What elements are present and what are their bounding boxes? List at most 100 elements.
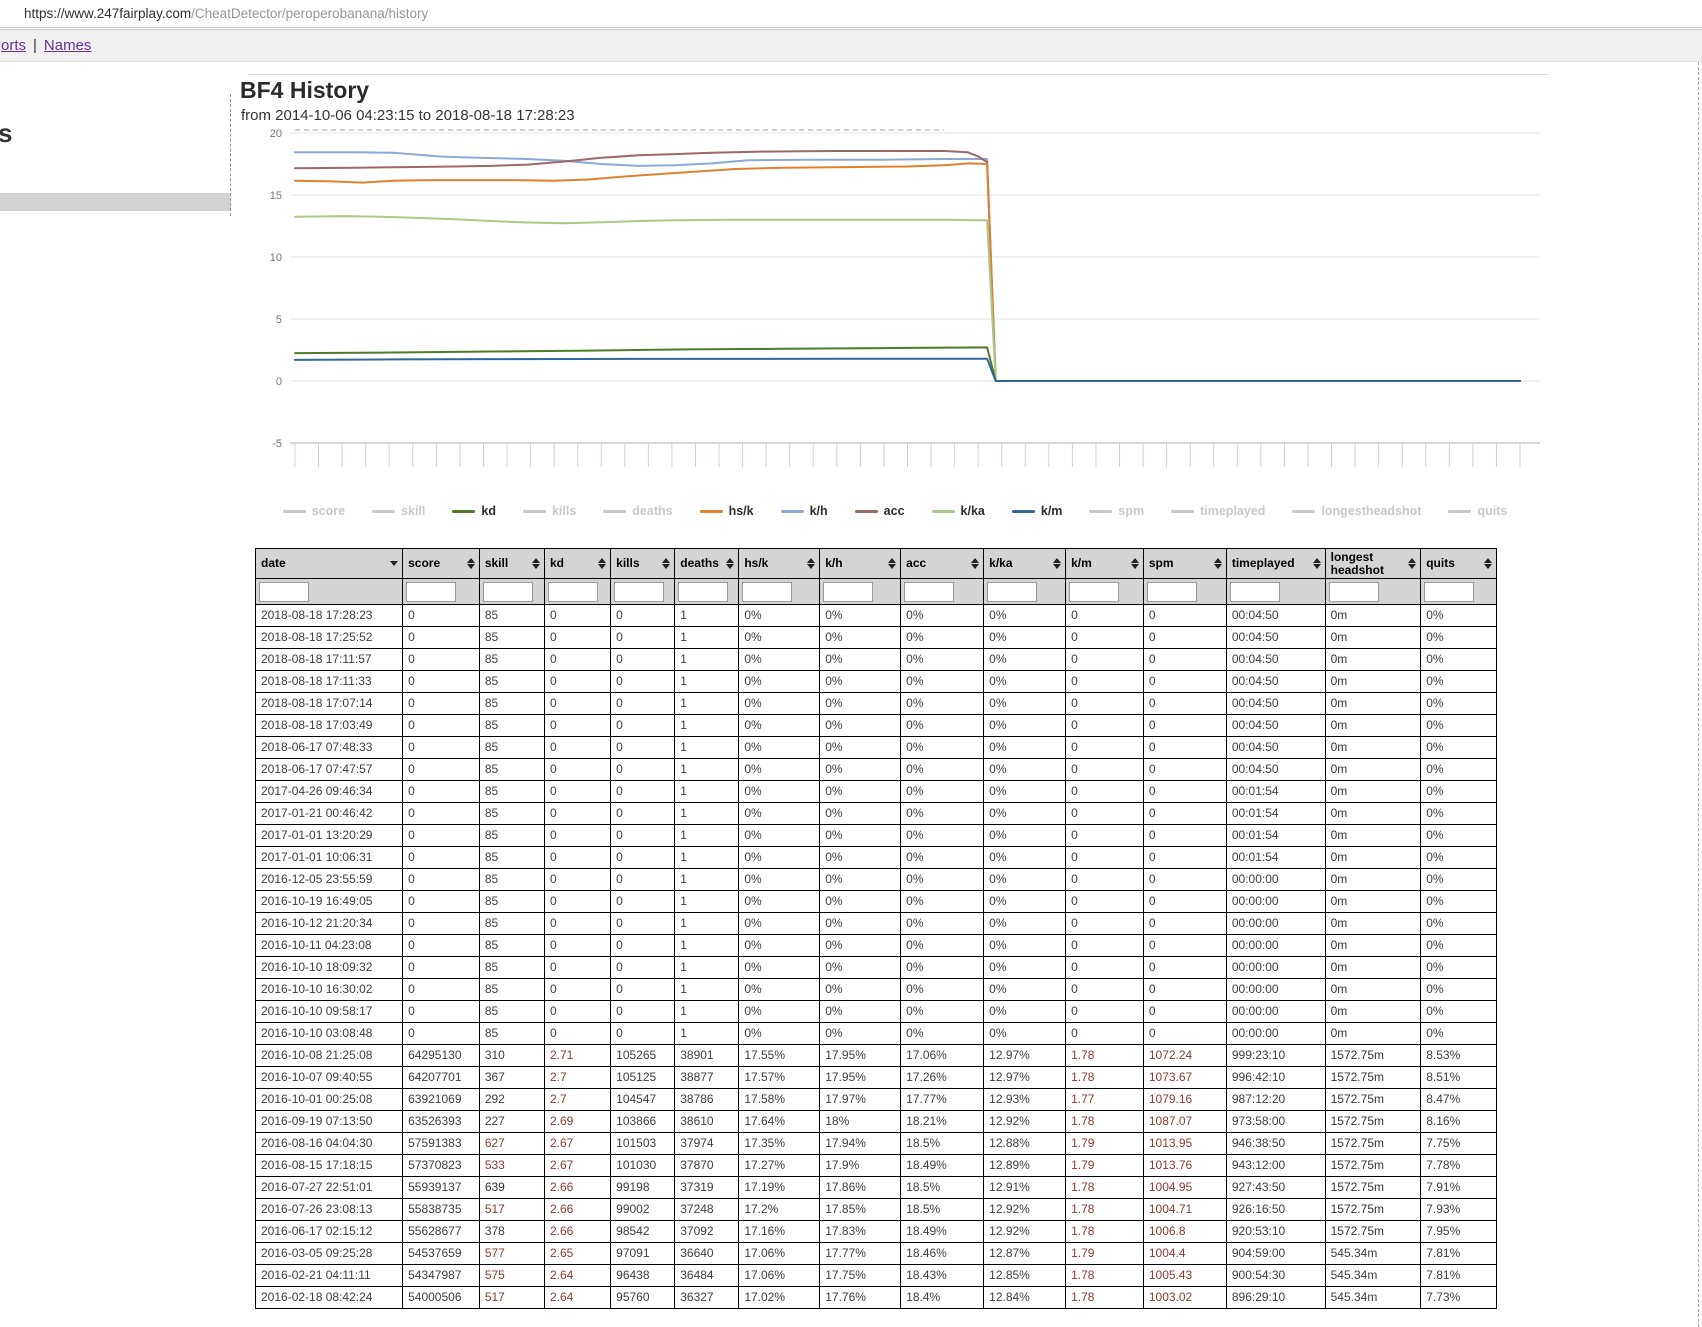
sort-both-icon[interactable]	[888, 558, 897, 569]
cell-kh: 17.86%	[819, 1176, 902, 1199]
legend-item-kills[interactable]: kills	[522, 504, 576, 518]
browser-address-bar[interactable]: https://www.247fairplay.com/CheatDetecto…	[0, 0, 1702, 28]
column-header-longestheadshot[interactable]: longest headshot	[1324, 548, 1422, 579]
filter-input-kills[interactable]	[614, 581, 665, 602]
cell-score: 0	[402, 846, 480, 869]
sort-both-icon[interactable]	[1213, 558, 1222, 569]
cell-kd: 2.71	[543, 1044, 612, 1067]
cell-quits: 7.91%	[1420, 1176, 1497, 1199]
sort-both-icon[interactable]	[807, 558, 816, 569]
filter-input-km[interactable]	[1069, 581, 1120, 602]
filter-input-acc[interactable]	[904, 581, 955, 602]
filter-input-date[interactable]	[259, 581, 309, 602]
sort-both-icon[interactable]	[598, 558, 607, 569]
column-header-kka[interactable]: k/ka	[983, 548, 1067, 579]
column-header-hsk[interactable]: hs/k	[738, 548, 821, 579]
filter-cell-quits	[1420, 578, 1497, 605]
column-header-spm[interactable]: spm	[1142, 548, 1227, 579]
legend-item-skill[interactable]: skill	[372, 504, 425, 518]
sort-both-icon[interactable]	[726, 558, 735, 569]
cell-hsk: 17.02%	[738, 1286, 821, 1309]
filter-input-spm[interactable]	[1146, 581, 1197, 602]
cell-quits: 0%	[1420, 868, 1497, 891]
cell-longestheadshot: 1572.75m	[1324, 1066, 1422, 1089]
column-header-km[interactable]: k/m	[1065, 548, 1144, 579]
sort-both-icon[interactable]	[1312, 558, 1321, 569]
column-header-quits[interactable]: quits	[1420, 548, 1497, 579]
filter-input-kd[interactable]	[547, 581, 598, 602]
legend-item-timeplayed[interactable]: timeplayed	[1171, 504, 1265, 518]
sort-both-icon[interactable]	[466, 558, 475, 569]
column-header-acc[interactable]: acc	[900, 548, 985, 579]
column-header-date[interactable]: date	[254, 548, 404, 579]
legend-item-deaths[interactable]: deaths	[603, 504, 673, 518]
legend-item-longestheadshot[interactable]: longestheadshot	[1292, 504, 1421, 518]
cell-quits: 7.93%	[1420, 1198, 1497, 1221]
column-header-kills[interactable]: kills	[610, 548, 676, 579]
cell-longestheadshot: 1572.75m	[1324, 1154, 1422, 1177]
cell-quits: 0%	[1420, 648, 1497, 671]
cell-score: 54347987	[402, 1264, 480, 1287]
sort-both-icon[interactable]	[662, 558, 671, 569]
sort-both-icon[interactable]	[971, 558, 980, 569]
legend-item-spm[interactable]: spm	[1089, 504, 1144, 518]
legend-item-acc[interactable]: acc	[854, 504, 905, 518]
cell-acc: 18.4%	[900, 1286, 985, 1309]
legend-item-score[interactable]: score	[282, 504, 345, 518]
sort-both-icon[interactable]	[1484, 558, 1492, 569]
legend-item-quits[interactable]: quits	[1448, 504, 1507, 518]
table-row: 2016-10-10 16:30:02 0 85 0 0 1 0% 0% 0% 0% 0 0 00:00…	[254, 978, 1497, 1001]
filter-input-skill[interactable]	[482, 581, 533, 602]
column-header-deaths[interactable]: deaths	[674, 548, 740, 579]
sort-both-icon[interactable]	[1130, 558, 1139, 569]
filter-cell-skill	[478, 578, 545, 605]
cell-score: 64295130	[402, 1044, 480, 1067]
cell-quits: 0%	[1420, 670, 1497, 693]
cell-skill: 85	[478, 604, 545, 627]
filter-input-hsk[interactable]	[742, 581, 793, 602]
table-row: 2017-04-26 09:46:34 0 85 0 0 1 0% 0% 0% 0% 0 0 00:01…	[254, 780, 1497, 803]
sort-both-icon[interactable]	[1053, 558, 1062, 569]
cell-quits: 8.16%	[1420, 1110, 1497, 1133]
nav-link-reports[interactable]: orts	[1, 37, 27, 54]
sort-both-icon[interactable]	[1408, 558, 1417, 569]
cell-kka: 12.85%	[983, 1264, 1067, 1287]
filter-input-longestheadshot[interactable]	[1328, 581, 1379, 602]
column-header-skill[interactable]: skill	[478, 548, 545, 579]
cell-skill: 517	[478, 1198, 545, 1221]
filter-input-deaths[interactable]	[678, 581, 729, 602]
cell-kh: 0%	[819, 846, 902, 869]
legend-item-kd[interactable]: kd	[452, 504, 496, 518]
column-header-score[interactable]: score	[402, 548, 480, 579]
filter-input-kka[interactable]	[987, 581, 1038, 602]
cell-kh: 0%	[819, 1000, 902, 1023]
cell-kd: 0	[543, 780, 612, 803]
legend-item-kh[interactable]: k/h	[780, 504, 828, 518]
filter-input-kh[interactable]	[823, 581, 874, 602]
filter-cell-km	[1065, 578, 1144, 605]
cell-kka: 0%	[983, 824, 1067, 847]
cell-skill: 85	[478, 978, 545, 1001]
cell-longestheadshot: 0m	[1324, 1000, 1422, 1023]
cell-spm: 0	[1142, 670, 1227, 693]
legend-item-kka[interactable]: k/ka	[931, 504, 985, 518]
cell-kills: 0	[610, 780, 676, 803]
cell-deaths: 1	[674, 626, 740, 649]
legend-item-km[interactable]: k/m	[1011, 504, 1062, 518]
filter-input-quits[interactable]	[1424, 581, 1475, 602]
cell-kd: 2.66	[543, 1198, 612, 1221]
filter-input-timeplayed[interactable]	[1229, 581, 1280, 602]
column-header-kd[interactable]: kd	[543, 548, 612, 579]
legend-label: k/ka	[960, 504, 985, 518]
cell-timeplayed: 00:00:00	[1225, 868, 1326, 891]
legend-item-hsk[interactable]: hs/k	[699, 504, 754, 518]
cell-hsk: 0%	[738, 978, 821, 1001]
sort-both-icon[interactable]	[531, 558, 540, 569]
nav-link-names[interactable]: Names	[43, 37, 92, 54]
column-label: spm	[1148, 556, 1174, 570]
column-header-timeplayed[interactable]: timeplayed	[1225, 548, 1326, 579]
column-header-kh[interactable]: k/h	[819, 548, 902, 579]
cell-deaths: 1	[674, 714, 740, 737]
sort-desc-icon[interactable]	[390, 561, 399, 566]
filter-input-score[interactable]	[406, 581, 457, 602]
